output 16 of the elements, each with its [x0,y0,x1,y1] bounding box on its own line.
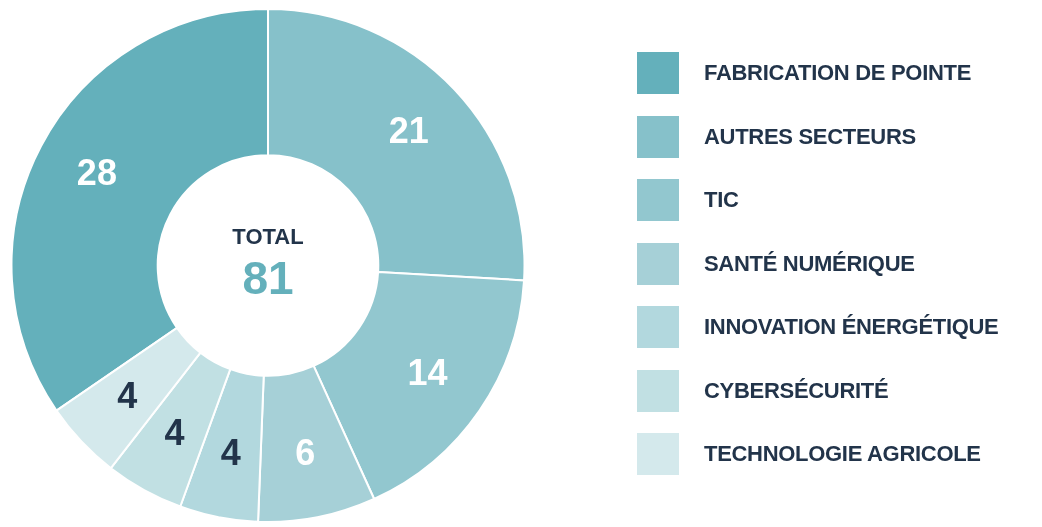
data-label: 14 [407,351,448,393]
data-label: 4 [220,432,241,474]
data-label: 21 [388,109,429,151]
legend-label: SANTÉ NUMÉRIQUE [704,250,915,277]
data-label: 4 [164,411,185,453]
text: TOTAL [232,223,304,249]
legend-label: TIC [704,187,739,213]
data-label: 4 [117,375,138,417]
legend-label: CYBERSÉCURITÉ [704,377,889,404]
text: 81 [242,252,294,305]
legend-label: TECHNOLOGIE AGRICOLE [704,441,981,467]
data-label: 6 [295,432,316,474]
legend-label: AUTRES SECTEURS [704,123,916,150]
data-label: 28 [76,152,117,194]
legend-label: INNOVATION ÉNERGÉTIQUE [704,314,999,340]
legend-label: FABRICATION DE POINTE [704,60,972,86]
